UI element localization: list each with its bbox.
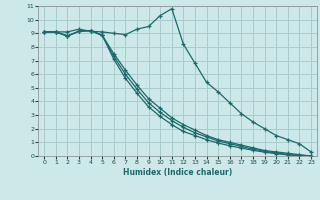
X-axis label: Humidex (Indice chaleur): Humidex (Indice chaleur) [123,168,232,177]
